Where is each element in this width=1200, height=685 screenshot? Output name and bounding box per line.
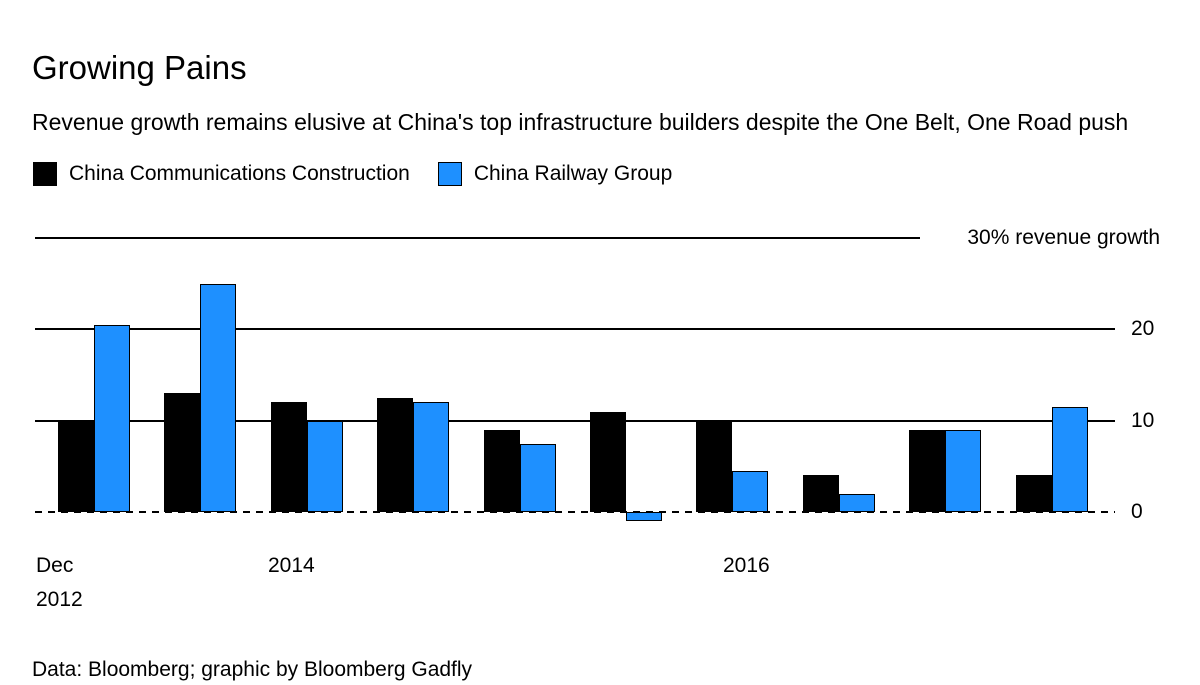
zero-gridline <box>35 511 1115 513</box>
bar-china-railway <box>413 402 450 512</box>
bar-china-railway <box>519 443 556 512</box>
bar-china-communications <box>802 475 839 512</box>
bar-china-communications <box>377 397 414 512</box>
y-axis-label: 10 <box>1131 408 1155 432</box>
bar-china-railway <box>838 493 875 512</box>
legend-label: China Communications Construction <box>69 162 410 185</box>
bar-china-communications <box>696 420 733 512</box>
legend-label: China Railway Group <box>473 162 673 185</box>
y-axis-label: 0 <box>1131 500 1143 523</box>
bar-chart: 30% revenue growth 20 10 0 <box>0 226 1200 523</box>
y-axis-label: 30% revenue growth <box>967 226 1160 249</box>
bar-china-communications <box>590 411 626 512</box>
bar-china-communications <box>483 429 520 512</box>
legend-swatch-blue <box>437 162 462 186</box>
page-subtitle: Revenue growth remains elusive at China'… <box>32 109 1129 135</box>
gridline <box>35 237 920 239</box>
bar-china-communications <box>270 402 307 512</box>
legend-item-china-communications: China Communications Construction <box>33 162 410 186</box>
bar-china-communications <box>909 429 946 512</box>
bar-china-railway <box>945 429 982 512</box>
x-axis-label: Dec 2012 <box>36 554 83 611</box>
x-axis-label: 2016 <box>723 554 770 577</box>
gridline <box>35 419 1115 422</box>
bar-china-railway <box>626 512 662 522</box>
bar-china-railway <box>1051 406 1088 512</box>
y-axis-label: 20 <box>1131 317 1155 341</box>
bar-china-railway <box>94 324 130 512</box>
legend-swatch-black <box>33 162 57 186</box>
bar-china-railway <box>200 283 237 512</box>
legend: China Communications Construction China … <box>33 162 672 186</box>
bar-china-communications <box>58 420 94 512</box>
bar-china-railway <box>732 470 769 512</box>
gridline <box>35 328 1115 331</box>
bar-china-railway <box>306 420 343 512</box>
bar-china-communications <box>1015 475 1052 512</box>
bar-china-communications <box>164 393 201 512</box>
legend-item-china-railway: China Railway Group <box>437 162 673 186</box>
source-note: Data: Bloomberg; graphic by Bloomberg Ga… <box>32 658 473 681</box>
page-title: Growing Pains <box>32 49 247 87</box>
x-axis-label: 2014 <box>268 554 315 577</box>
